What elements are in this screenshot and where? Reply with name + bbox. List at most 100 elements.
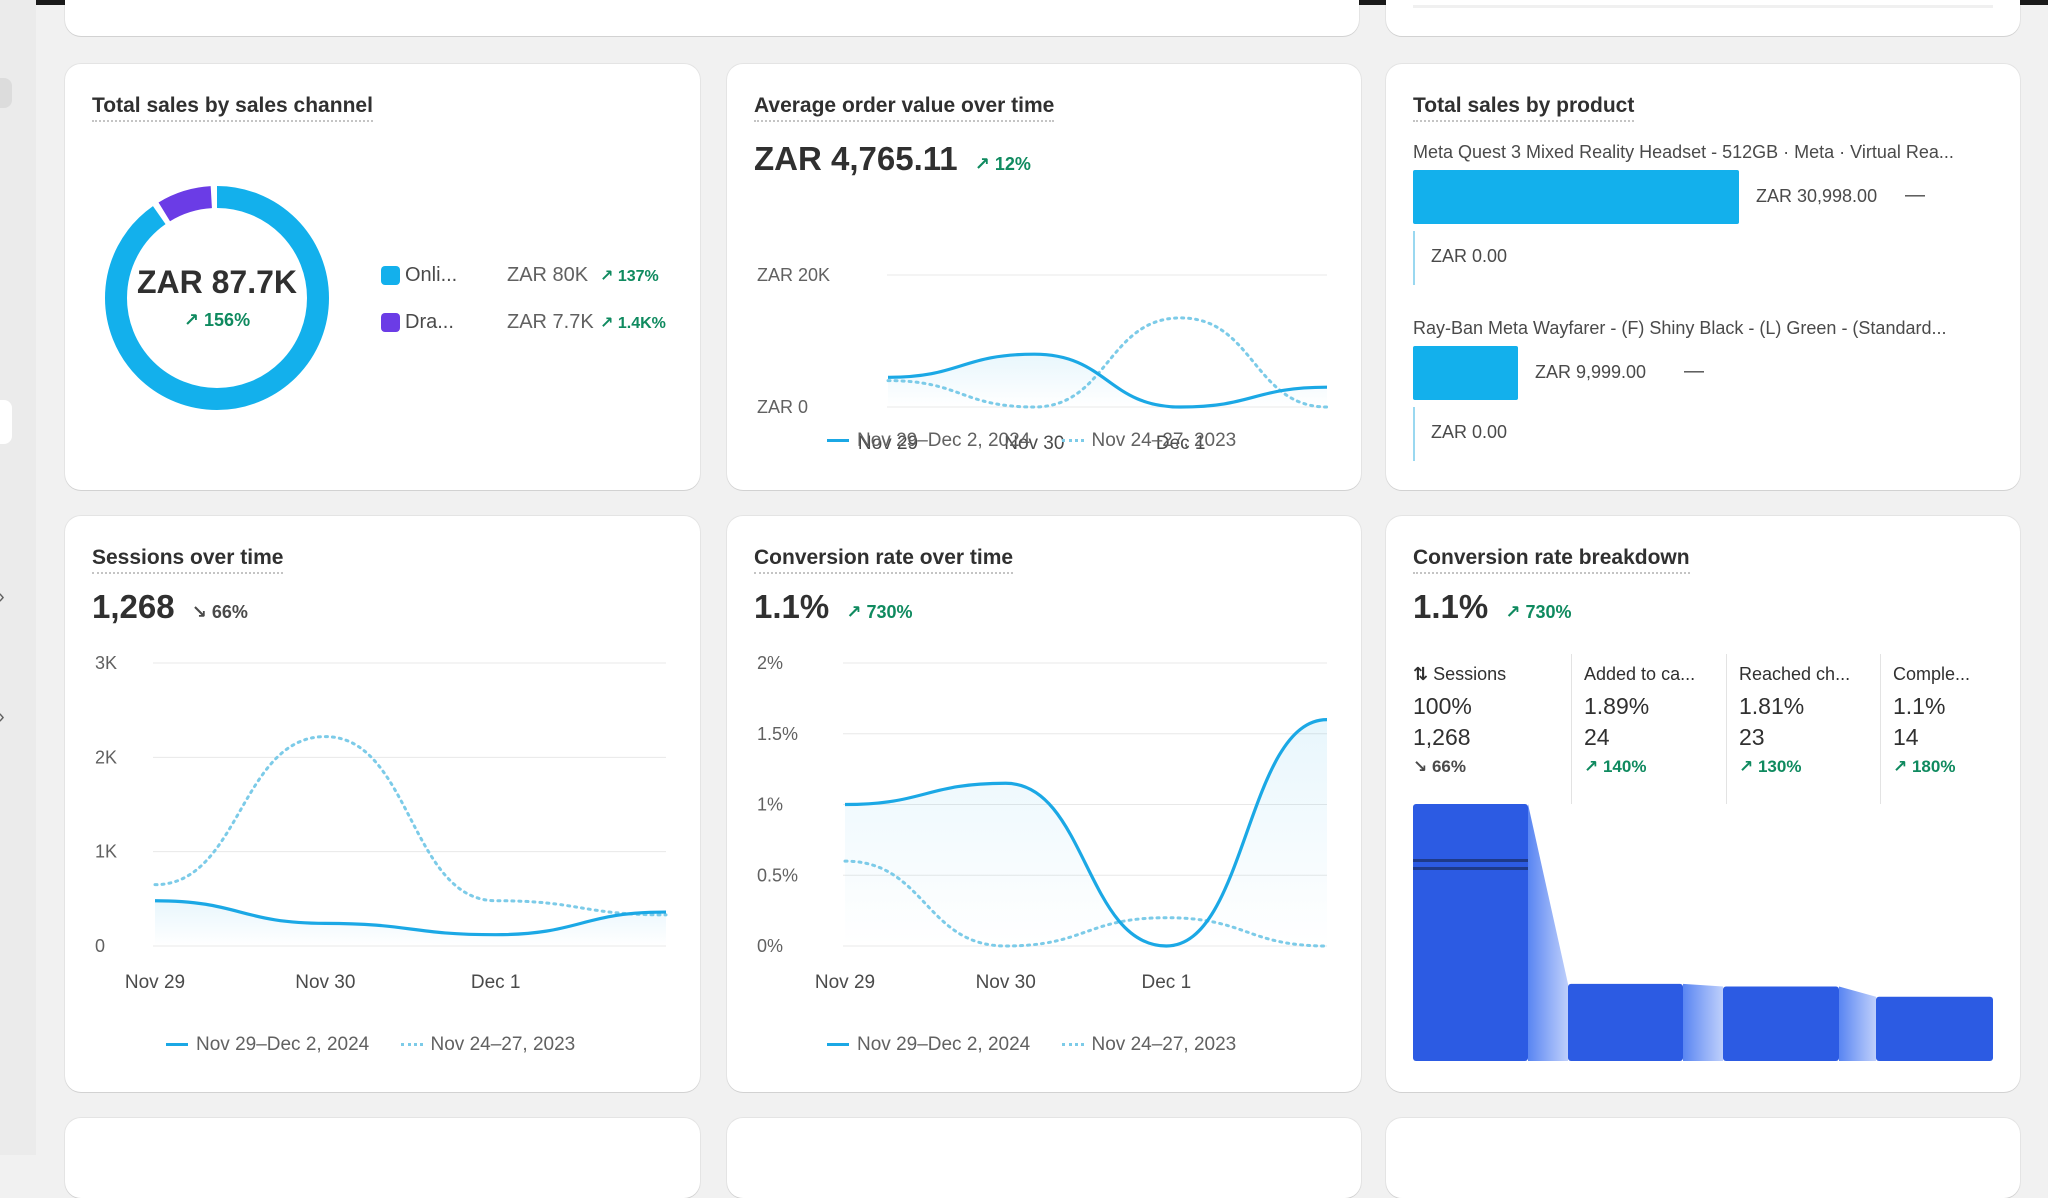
funnel-step[interactable]: Reached ch... 1.81% 23 ↗ 130%: [1739, 664, 1850, 777]
card-title[interactable]: Conversion rate over time: [754, 546, 1014, 574]
card-title[interactable]: Conversion rate breakdown: [1413, 546, 1690, 574]
product-name[interactable]: Ray-Ban Meta Wayfarer - (F) Shiny Black …: [1413, 318, 1947, 338]
product-previous-bar: [1413, 231, 1415, 285]
funnel-step-count: 23: [1739, 724, 1765, 750]
card-title[interactable]: Total sales by sales channel: [92, 94, 373, 122]
conversion-line-chart: 0% 0.5% 1% 1.5% 2% Nov 29 Nov 30 Dec 1: [757, 653, 1329, 993]
funnel-step-label: ⇅ Sessions: [1413, 664, 1506, 685]
legend-swatch: [381, 266, 400, 285]
legend-current: Nov 29–Dec 2, 2024: [857, 430, 1031, 451]
funnel-step-percent: 1.1%: [1893, 693, 1946, 719]
x-tick-label: Nov 30: [295, 972, 355, 993]
sessions-line-chart: 0 1K 2K 3K Nov 29 Nov 30 Dec 1: [95, 653, 668, 993]
card-partial-top: [65, 0, 1359, 36]
funnel-bar[interactable]: [1568, 983, 1683, 1061]
y-tick-label: 1%: [757, 795, 783, 815]
y-tick-label: 2K: [95, 747, 117, 767]
series-line-previous: [153, 735, 668, 917]
aov-delta: ↗ 12%: [975, 154, 1031, 174]
card-partial-bottom: [65, 1118, 700, 1198]
breakdown-value-text: 1.1%: [1413, 588, 1489, 625]
card-conversion[interactable]: Conversion rate over time 1.1% ↗ 730% 0%…: [727, 516, 1361, 1092]
card-title[interactable]: Average order value over time: [754, 94, 1055, 122]
chevron-right-icon[interactable]: ›: [0, 706, 5, 729]
product-previous-value: ZAR 0.00: [1431, 422, 1508, 442]
sort-icon[interactable]: ⇅: [1413, 664, 1434, 684]
x-tick-label: Nov 29: [125, 972, 185, 993]
card-title[interactable]: Total sales by product: [1413, 94, 1635, 122]
y-tick-label: 1K: [95, 842, 117, 862]
conversion-delta-value: 730%: [866, 602, 913, 622]
product-delta: —: [1684, 360, 1704, 382]
product-bar[interactable]: [1413, 170, 1739, 224]
card-partial-bottom: [1386, 1118, 2020, 1198]
sessions-delta-value: 66%: [211, 602, 248, 622]
y-tick-label: 2%: [757, 653, 783, 673]
card-sales-by-product[interactable]: Total sales by product Meta Quest 3 Mixe…: [1386, 64, 2020, 490]
legend-value: ZAR 7.7K: [507, 311, 594, 333]
funnel-step-delta-value: 66%: [1431, 757, 1466, 776]
arrow-up-right-icon: ↗: [1584, 757, 1603, 776]
sessions-delta: ↘ 66%: [192, 602, 248, 622]
conversion-delta: ↗ 730%: [846, 602, 912, 622]
funnel-step-label-text: Added to ca...: [1584, 664, 1696, 684]
rail-item-active[interactable]: [0, 400, 12, 444]
funnel-step-delta: ↘ 66%: [1413, 757, 1506, 777]
x-tick-label: Dec 1: [471, 972, 521, 993]
funnel-bar-segment: [1413, 867, 1528, 870]
x-tick-label: Nov 30: [1004, 433, 1064, 454]
legend-label[interactable]: Onli...: [405, 264, 458, 286]
funnel-step-label: Reached ch...: [1739, 664, 1850, 685]
scroll-edge: [1413, 5, 1993, 8]
donut-slice-online[interactable]: [105, 186, 329, 410]
product-previous-value: ZAR 0.00: [1431, 246, 1508, 266]
product-name[interactable]: Meta Quest 3 Mixed Reality Headset - 512…: [1413, 142, 1954, 162]
chart-legend: Nov 29–Dec 2, 2024 Nov 24–27, 2023: [827, 1034, 1236, 1056]
funnel-step-label-text: Sessions: [1433, 664, 1507, 684]
legend-dotted-swatch: [400, 1043, 423, 1047]
chevron-right-icon[interactable]: ›: [0, 586, 5, 609]
arrow-up-right-icon: ↗: [600, 268, 618, 285]
rail-item[interactable]: [0, 78, 12, 108]
series-line-current: [844, 718, 1328, 948]
sessions-value: 1,268 ↘ 66%: [92, 588, 248, 626]
funnel-step-delta: ↗ 140%: [1584, 757, 1695, 777]
funnel-bar[interactable]: [1723, 986, 1839, 1061]
arrow-up-right-icon: ↗: [183, 310, 200, 330]
legend-delta-value: 137%: [617, 268, 659, 285]
card-aov[interactable]: Average order value over time ZAR 4,765.…: [727, 64, 1361, 490]
funnel-bar[interactable]: [1413, 804, 1528, 1061]
card-title[interactable]: Sessions over time: [92, 546, 284, 574]
card-sales-by-channel[interactable]: Total sales by sales channel ZAR 87.7K ↗…: [65, 64, 700, 490]
y-tick-label: 0%: [757, 936, 783, 956]
sessions-value-text: 1,268: [92, 588, 175, 625]
card-partial-top-right: [1386, 0, 2020, 36]
y-tick-label: 0: [95, 936, 105, 956]
arrow-down-right-icon: ↘: [191, 602, 207, 622]
product-bar[interactable]: [1413, 346, 1518, 400]
chart-legend: Nov 29–Dec 2, 2024 Nov 24–27, 2023: [166, 1034, 575, 1056]
funnel-bar[interactable]: [1876, 996, 1993, 1061]
funnel-step-delta-value: 140%: [1602, 757, 1647, 776]
funnel-dropoff: [1839, 986, 1876, 1061]
conversion-value: 1.1% ↗ 730%: [754, 588, 913, 626]
x-tick-label: Nov 30: [976, 972, 1036, 993]
funnel-separator: [1726, 654, 1727, 804]
legend-label[interactable]: Dra...: [405, 311, 454, 333]
legend-previous: Nov 24–27, 2023: [430, 1034, 576, 1055]
funnel-step[interactable]: Added to ca... 1.89% 24 ↗ 140%: [1584, 664, 1695, 777]
legend-solid-swatch: [827, 439, 849, 443]
funnel-step[interactable]: Comple... 1.1% 14 ↗ 180%: [1893, 664, 1970, 777]
legend-delta-value: 1.4K%: [617, 315, 666, 332]
arrow-up-right-icon: ↗: [974, 154, 990, 174]
funnel-step-delta: ↗ 180%: [1893, 757, 1970, 777]
y-tick-label: 1.5%: [757, 724, 798, 744]
funnel-step-label: Comple...: [1893, 664, 1970, 685]
card-breakdown[interactable]: Conversion rate breakdown 1.1% ↗ 730% ⇅ …: [1386, 516, 2020, 1092]
aov-value-text: ZAR 4,765.11: [754, 140, 958, 177]
legend-solid-swatch: [827, 1043, 849, 1047]
funnel-step[interactable]: ⇅ Sessions 100% 1,268 ↘ 66%: [1413, 664, 1506, 777]
funnel-chart: [1413, 804, 1993, 1061]
x-tick-label: Dec 1: [1142, 972, 1192, 993]
card-sessions[interactable]: Sessions over time 1,268 ↘ 66% 0 1K 2K 3K No…: [65, 516, 700, 1092]
